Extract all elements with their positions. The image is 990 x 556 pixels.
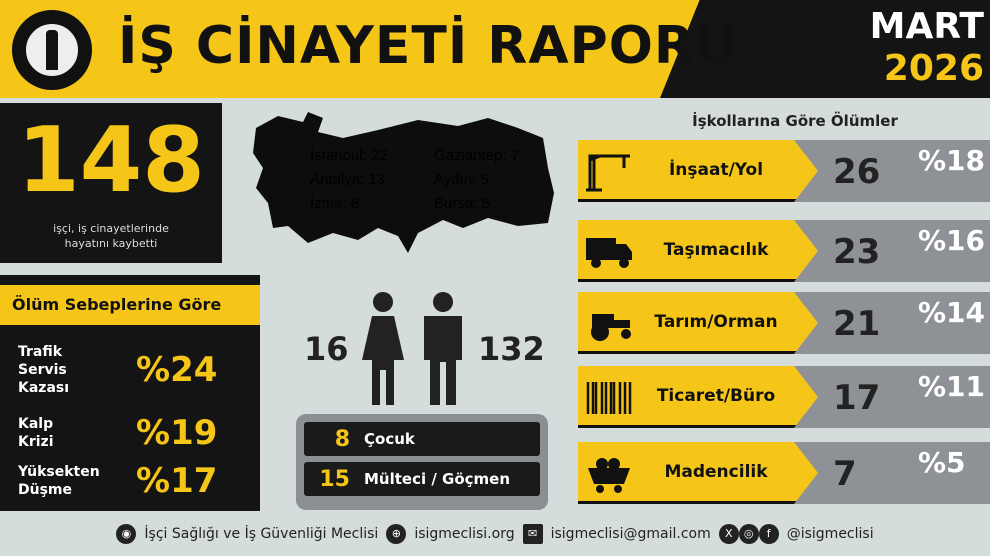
sector-count: 23 [833, 232, 881, 272]
total-deaths-box: 148 işçi, iş cinayetlerinde hayatını kay… [0, 103, 222, 263]
man-icon [424, 292, 462, 405]
city-stat: İzmir: 8 [310, 194, 359, 212]
cause-pct: %24 [136, 350, 218, 390]
header-date-panel [660, 0, 990, 98]
sector-label-bg [578, 366, 818, 428]
sector-row: Taşımacılık 23 %16 [578, 220, 990, 282]
sector-pct: %5 [918, 446, 966, 479]
sector-stat-bg [793, 442, 990, 504]
sector-row: Ticaret/Büro 17 %11 [578, 366, 990, 428]
cause-pct: %17 [136, 461, 218, 501]
sector-pct: %14 [918, 296, 986, 329]
sector-name: Taşımacılık [663, 240, 769, 260]
cause-label: Kalp Krizi [18, 416, 54, 450]
sector-name: Ticaret/Büro [656, 386, 776, 406]
sector-pct: %11 [918, 370, 986, 403]
sector-row: Tarım/Orman 21 %14 [578, 292, 990, 354]
logo-icon: ◉ [116, 524, 137, 544]
city-stat: Bursa: 5 [434, 195, 490, 212]
crane-icon [586, 154, 630, 192]
city-stat: İstanbul: 22 [310, 146, 388, 164]
tractor-icon [591, 314, 631, 341]
sector-count: 17 [833, 378, 881, 418]
footer-org: İşçi Sağlığı ve İş Güvenliği Meclisi [144, 526, 379, 542]
sector-pct: %16 [918, 224, 986, 257]
truck-icon [586, 238, 632, 268]
city-stat: Gaziantep: 7 [434, 147, 519, 164]
cause-item: Trafik Servis Kazası %24 [18, 343, 248, 397]
sector-count: 26 [833, 152, 881, 192]
gender-breakdown: 16 132 [300, 285, 550, 410]
men-count: 132 [478, 330, 545, 368]
report-year: 2026 [883, 48, 984, 89]
sector-name: Madencilik [664, 462, 768, 482]
cause-label: Trafik Servis Kazası [18, 344, 70, 396]
death-causes-panel: Ölüm Sebeplerine Göre Trafik Servis Kaza… [0, 275, 260, 511]
facebook-icon[interactable]: f [758, 524, 779, 544]
sector-stat-bg [793, 140, 990, 202]
footer-email[interactable]: isigmeclisi@gmail.com [550, 526, 711, 542]
sector-row: İnşaat/Yol 26 %18 [578, 140, 990, 202]
mail-icon: ✉ [522, 524, 543, 544]
special-groups-panel: 8 Çocuk 15 Mülteci / Göçmen [296, 414, 548, 510]
cause-item: Kalp Krizi %19 [18, 413, 248, 453]
city-stat: Antalya: 13 [310, 171, 385, 188]
child-label: Çocuk [364, 430, 415, 448]
footer-social[interactable]: @isigmeclisi [786, 526, 874, 542]
footer: ◉ İşçi Sağlığı ve İş Güvenliği Meclisi ⊕ i… [0, 524, 990, 544]
turkey-map: İstanbul: 22 Antalya: 13 İzmir: 8 Gazian… [253, 112, 554, 253]
cause-item: Yüksekten Düşme %17 [18, 461, 248, 501]
page-title: İŞ CİNAYETİ RAPORU [118, 16, 739, 76]
mine-cart-icon [588, 458, 630, 493]
sector-stat-bg [793, 292, 990, 354]
causes-title: Ölüm Sebeplerine Göre [0, 285, 260, 325]
refugee-label: Mülteci / Göçmen [364, 470, 511, 488]
sector-name: İnşaat/Yol [668, 160, 764, 180]
total-deaths: 148 [17, 108, 205, 213]
sector-count: 7 [833, 454, 857, 494]
women-count: 16 [304, 330, 349, 368]
child-row: 8 Çocuk [304, 422, 540, 456]
sector-count: 21 [833, 304, 881, 344]
cause-pct: %19 [136, 413, 218, 453]
globe-icon: ⊕ [386, 524, 407, 544]
woman-icon [362, 292, 404, 405]
sector-label-bg [578, 140, 818, 202]
total-caption: işçi, iş cinayetlerinde hayatını kaybett… [53, 222, 169, 250]
report-month: MART [869, 6, 984, 47]
sector-label-bg [578, 292, 818, 354]
sectors-title: İşkollarına Göre Ölümler [692, 112, 898, 130]
refugee-row: 15 Mülteci / Göçmen [304, 462, 540, 496]
child-count: 8 [334, 426, 350, 452]
isig-logo [12, 10, 92, 90]
sector-stat-bg [793, 366, 990, 428]
footer-website[interactable]: isigmeclisi.org [414, 526, 515, 542]
sector-row: Madencilik 7 %5 [578, 442, 990, 504]
instagram-icon[interactable]: ◎ [738, 524, 759, 544]
barcode-icon [586, 382, 632, 414]
turkey-silhouette [253, 112, 554, 253]
clock-tower-icon [46, 30, 58, 70]
sector-name: Tarım/Orman [654, 312, 778, 332]
x-icon[interactable]: X [718, 524, 739, 544]
sector-stat-bg [793, 220, 990, 282]
cause-label: Yüksekten Düşme [18, 464, 100, 498]
refugee-count: 15 [319, 466, 350, 492]
sector-pct: %18 [918, 144, 986, 177]
city-stat: Aydın: 5 [434, 171, 489, 188]
